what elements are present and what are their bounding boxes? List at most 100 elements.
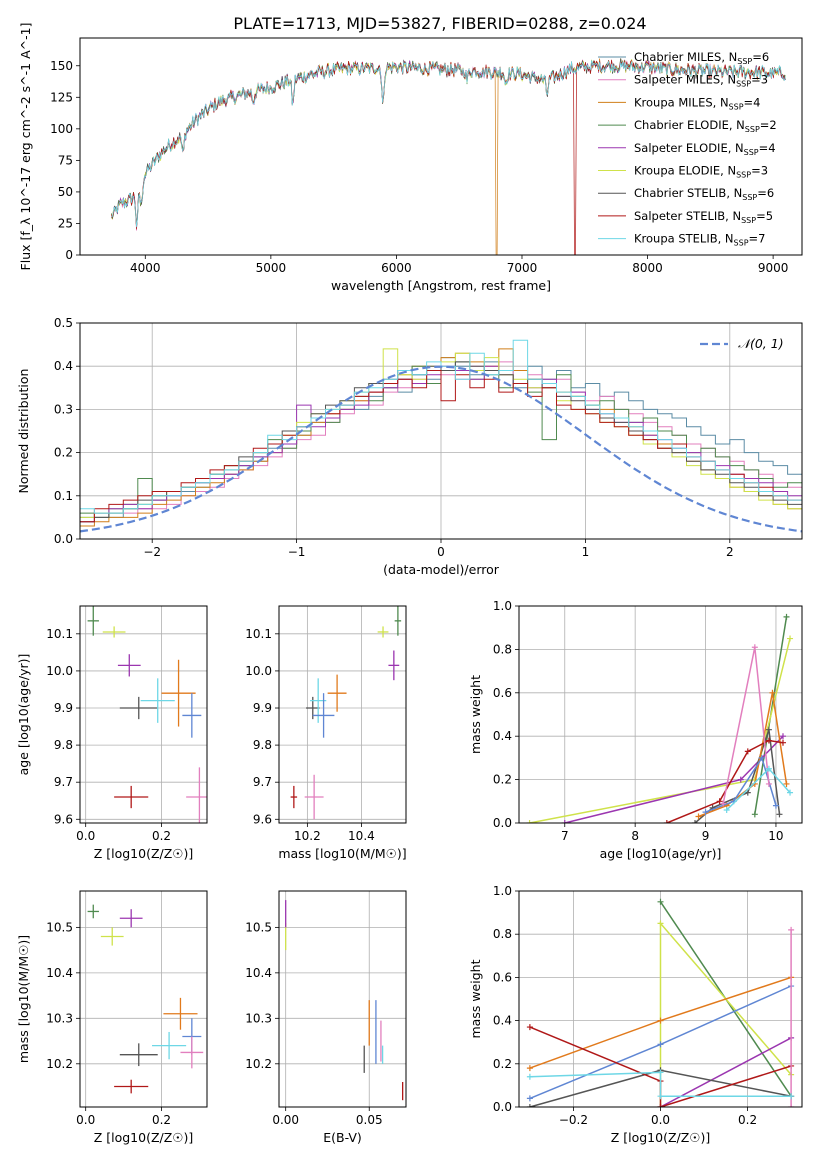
weight-marker: [526, 820, 533, 823]
weight-marker: [776, 811, 783, 818]
weight-marker: [526, 1024, 533, 1031]
weight-marker: [657, 1093, 664, 1100]
y-axis-label: mass weight: [468, 959, 483, 1038]
plot-area: [87, 606, 207, 823]
weight-marker: [751, 644, 758, 651]
x-tick-label: 9000: [758, 261, 789, 275]
y-axis-label: Flux [f_λ 10^-17 erg cm^-2 s^-1 A^-1]: [18, 23, 33, 271]
legend-entry: Kroupa MILES, NSSP=4: [634, 95, 760, 111]
panel-spectrum: 4000 5000 6000 7000 8000 9000 0 25 50 75 100 125 150…: [18, 23, 803, 293]
panel-age-vs-mass: 10.2 10.4 9.6 9.7 9.8 9.9 10.0 10.1 mass [log10(…: [245, 605, 407, 861]
x-axis-label: Z [log10(Z/Z☉)]: [94, 846, 194, 861]
x-tick-label: 0.2: [738, 1113, 757, 1127]
y-tick-label: 10.5: [46, 920, 73, 934]
x-tick-label: 5000: [256, 261, 287, 275]
y-tick-label: 0: [65, 248, 73, 262]
weight-marker: [663, 820, 670, 823]
x-axis-label: wavelength [Angstrom, rest frame]: [331, 278, 551, 293]
weight-marker: [723, 806, 730, 813]
x-tick-label: 7: [561, 829, 569, 843]
weight-marker: [526, 1104, 533, 1107]
x-axis-label: E(B-V): [323, 1130, 362, 1145]
weight-line: [722, 647, 770, 804]
y-tick-label: 0.6: [493, 970, 512, 984]
weight-marker: [751, 811, 758, 818]
weight-marker: [783, 613, 790, 620]
y-tick-label: 0.4: [54, 359, 73, 373]
weight-marker: [691, 820, 698, 823]
weight-marker: [779, 733, 786, 740]
legend-entry: Chabrier MILES, NSSP=6: [634, 50, 769, 66]
y-tick-label: 75: [58, 153, 73, 167]
axes-frame: [79, 605, 208, 824]
y-tick-label: 9.8: [54, 738, 73, 752]
y-tick-label: 10.4: [245, 966, 272, 980]
axes-frame: [518, 605, 803, 824]
x-tick-label: −2: [143, 545, 161, 559]
weight-marker: [695, 813, 702, 820]
weight-marker: [737, 776, 744, 783]
x-axis-label: Z [log10(Z/Z☉)]: [611, 1130, 711, 1145]
plot-area: [290, 606, 402, 820]
x-tick-label: 0.0: [76, 1113, 95, 1127]
y-tick-label: 0.3: [54, 402, 73, 416]
panel-age-vs-Z: 0.0 0.2 9.6 9.7 9.8 9.9 10.0 10.1 Z [log10(Z/Z☉)…: [16, 605, 208, 861]
weight-marker: [765, 737, 772, 744]
weight-marker: [526, 1073, 533, 1080]
x-tick-label: −1: [288, 545, 306, 559]
y-tick-label: 10.1: [245, 627, 272, 641]
y-tick-label: 9.7: [253, 775, 272, 789]
y-tick-label: 10.3: [46, 1011, 73, 1025]
weight-marker: [657, 898, 664, 905]
weight-marker: [657, 1069, 664, 1076]
axes-frame: [79, 890, 208, 1108]
weight-marker: [744, 748, 751, 755]
axes-frame: [518, 890, 803, 1108]
y-tick-label: 0.2: [493, 773, 512, 787]
plot-area: [111, 58, 786, 255]
y-tick-label: 9.6: [253, 812, 272, 826]
weight-marker: [657, 1104, 664, 1107]
weight-marker: [758, 754, 765, 761]
x-axis-label: (data-model)/error: [383, 562, 500, 577]
legend-entry: Salpeter ELODIE, NSSP=4: [634, 141, 776, 157]
y-tick-label: 125: [50, 90, 73, 104]
x-tick-label: 0.05: [356, 1113, 383, 1127]
y-axis-label: Normed distribution: [16, 369, 31, 494]
x-tick-label: 0.0: [76, 829, 95, 843]
legend-entry: Salpeter STELIB, NSSP=5: [634, 209, 773, 225]
weight-marker: [526, 1065, 533, 1072]
x-axis-label: Z [log10(Z/Z☉)]: [94, 1130, 194, 1145]
weight-marker: [720, 800, 727, 807]
spectrum-legend: Chabrier MILES, NSSP=6 Salpeter MILES, NS…: [598, 50, 777, 248]
weight-line: [529, 1071, 792, 1097]
y-tick-label: 25: [58, 216, 73, 230]
legend-entry: Kroupa STELIB, NSSP=7: [634, 232, 765, 248]
x-axis-label: mass [log10(M/M☉)]: [278, 846, 406, 861]
y-tick-label: 9.9: [54, 701, 73, 715]
spectrum-line-salpeter-stelib: [111, 59, 786, 255]
weight-marker: [765, 765, 772, 772]
y-tick-label: 0.0: [54, 532, 73, 546]
x-tick-label: 0: [437, 545, 445, 559]
axes-frame: [278, 890, 407, 1108]
y-tick-label: 1.0: [493, 599, 512, 613]
x-tick-label: 8: [631, 829, 639, 843]
legend-entry: Kroupa ELODIE, NSSP=3: [634, 164, 768, 180]
x-tick-label: 8000: [632, 261, 663, 275]
weight-marker: [765, 780, 772, 787]
panel-residuals: −2 −1 0 1 2 0.0 0.1 0.2 0.3 0.4 0.5 (data-model)/er…: [16, 316, 803, 577]
x-tick-label: 6000: [381, 261, 412, 275]
y-tick-label: 9.6: [54, 812, 73, 826]
y-tick-label: 0.8: [493, 927, 512, 941]
normal-curve: [80, 365, 802, 533]
plot-area: [526, 898, 795, 1107]
weight-marker: [779, 739, 786, 746]
y-tick-label: 10.1: [46, 627, 73, 641]
y-tick-label: 0.1: [54, 489, 73, 503]
weight-marker: [561, 820, 568, 823]
y-tick-label: 0.5: [54, 316, 73, 330]
y-tick-label: 0.4: [493, 1014, 512, 1028]
legend-entry: Chabrier STELIB, NSSP=6: [634, 186, 774, 202]
weight-marker: [657, 1041, 664, 1048]
